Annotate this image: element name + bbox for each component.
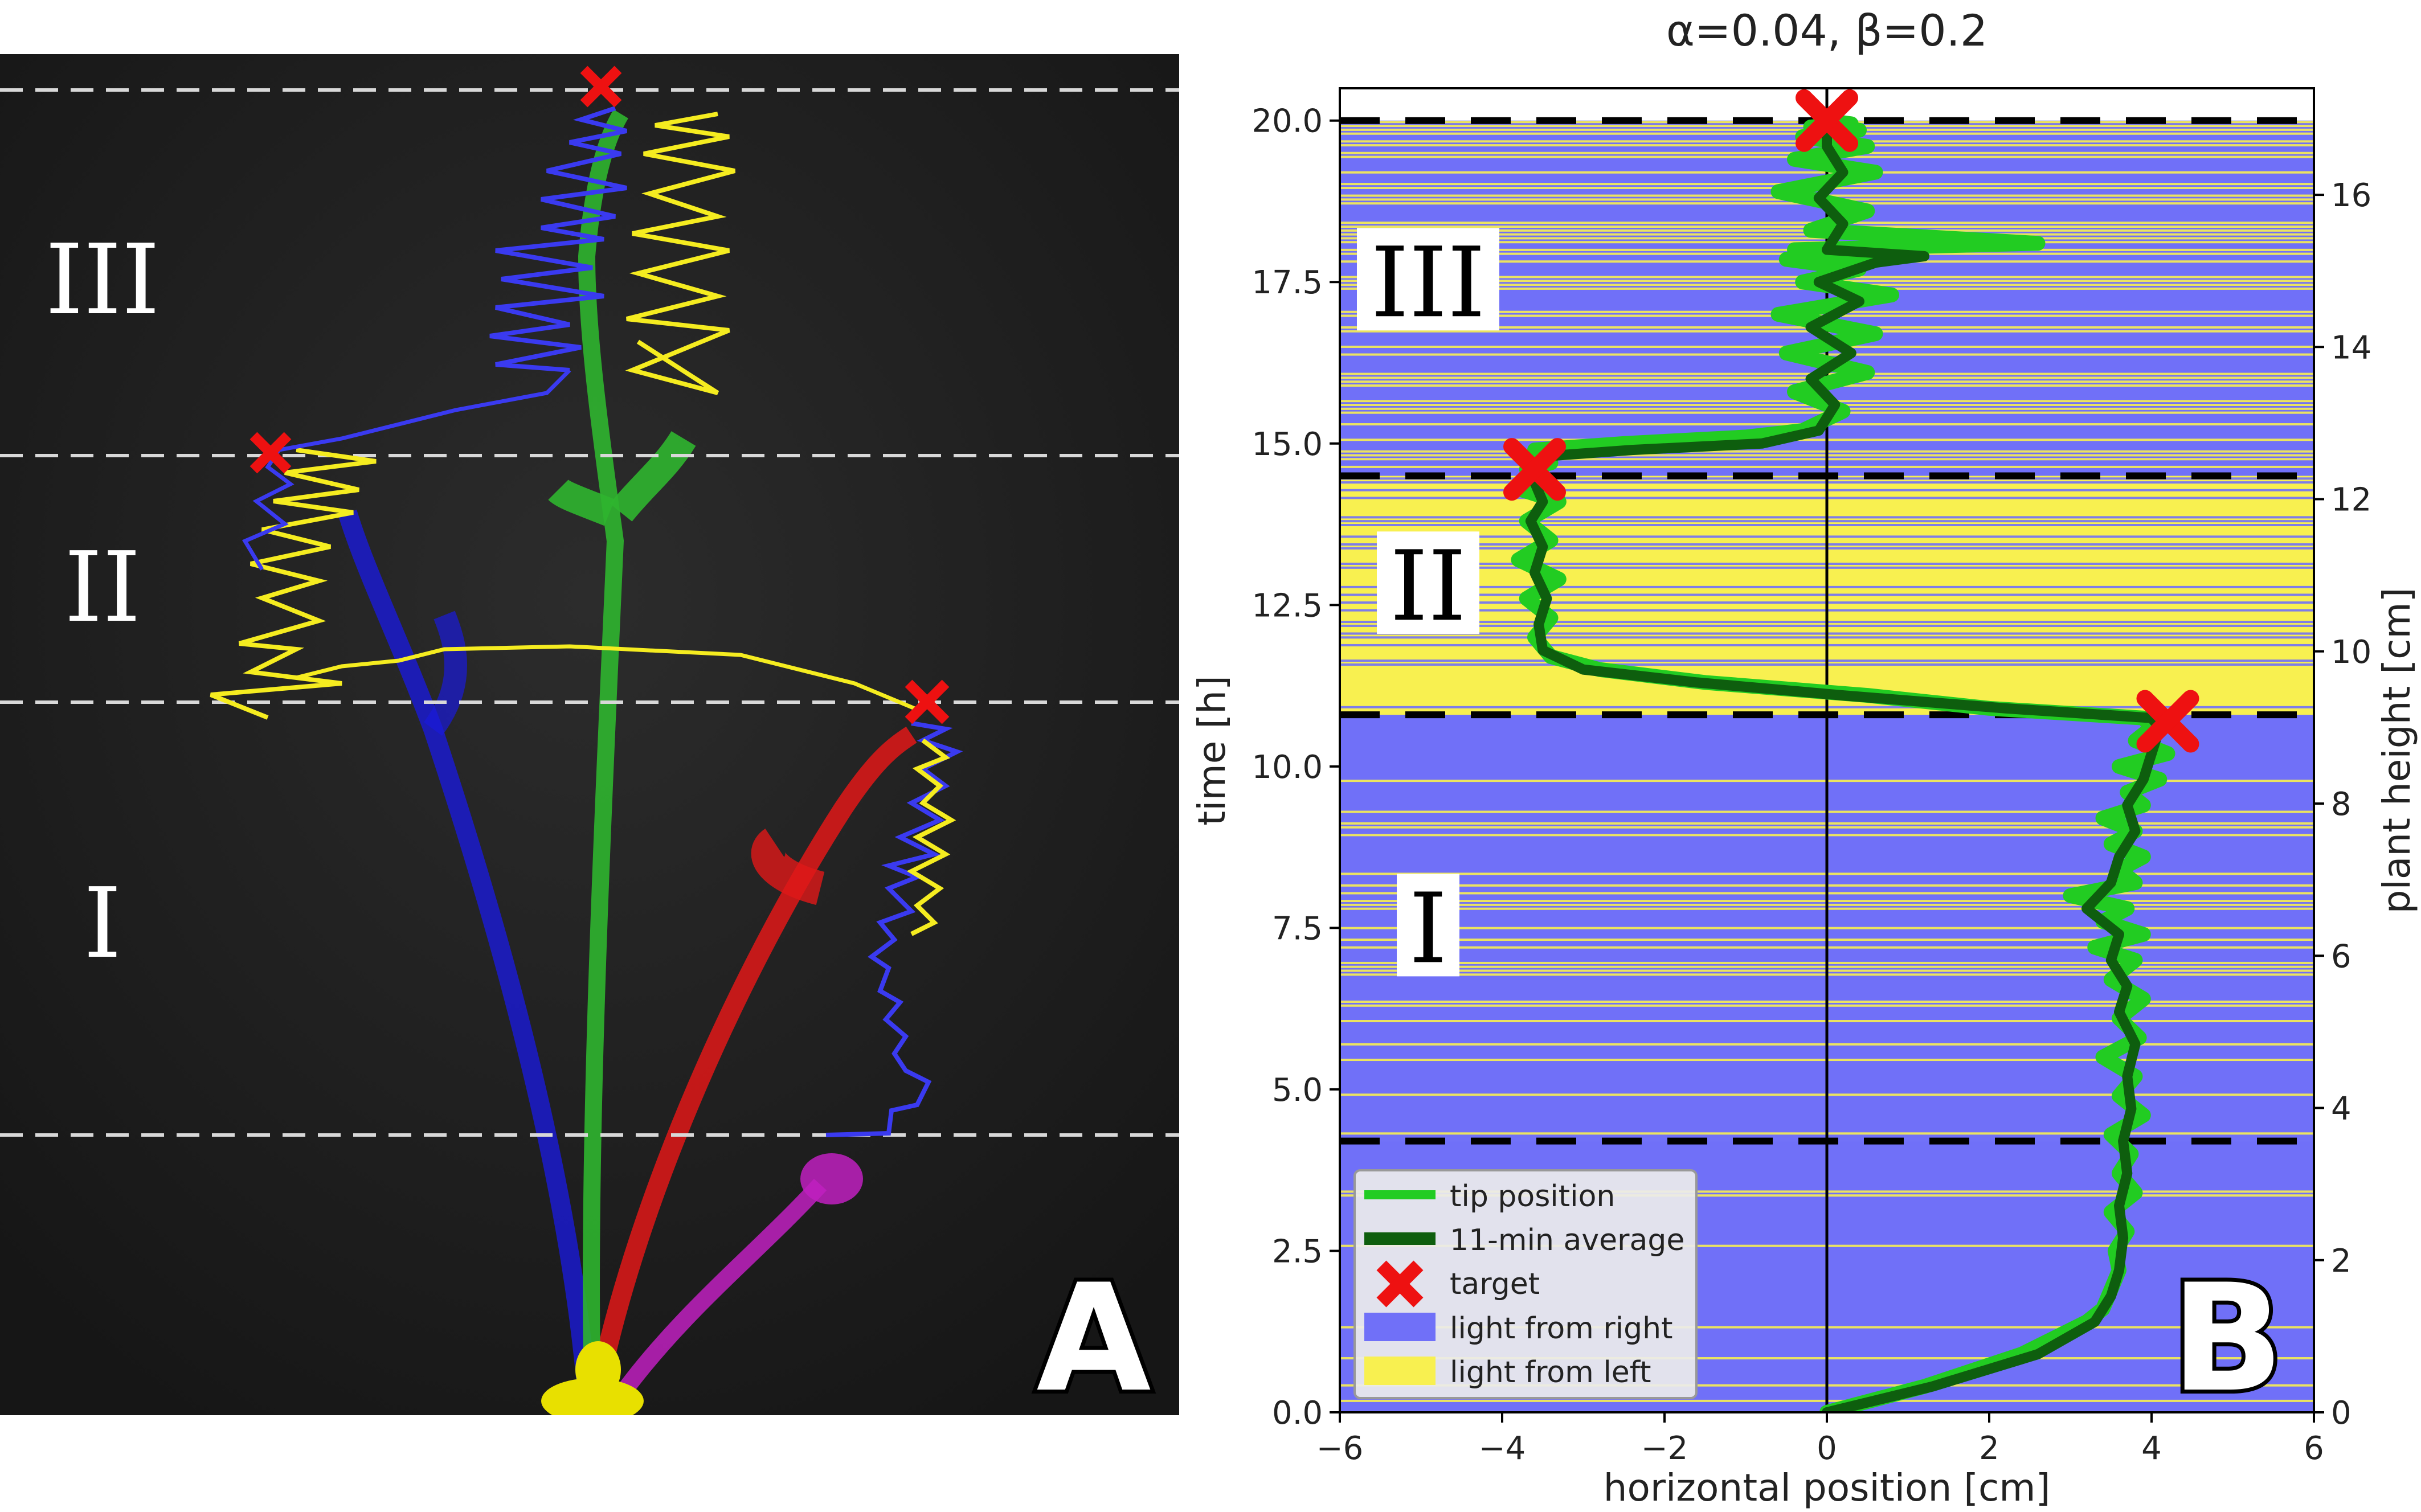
y2-tick-label: 10 xyxy=(2331,634,2371,671)
plant-blue-leaf xyxy=(423,610,467,736)
plant-green-leaf-left xyxy=(548,478,615,526)
y-tick-label: 12.5 xyxy=(1252,587,1323,624)
y2-tick-label: 2 xyxy=(2331,1243,2352,1280)
legend-swatch-light-right xyxy=(1364,1313,1436,1341)
y-tick-label: 10.0 xyxy=(1252,749,1323,786)
target-marker xyxy=(2136,690,2199,753)
chart-region-label: I xyxy=(1397,872,1459,985)
chart-region-label: III xyxy=(1357,227,1499,339)
photo-target-marker xyxy=(580,65,622,108)
y-tick-label: 0.0 xyxy=(1272,1395,1323,1432)
plant-blue-stem xyxy=(338,510,596,1391)
y-axis-label: time [h] xyxy=(1190,675,1234,825)
legend-swatch-target xyxy=(1376,1260,1424,1308)
x-tick-label: −4 xyxy=(1479,1430,1526,1467)
chart-region-label: II xyxy=(1377,530,1479,643)
chart-region-label-text: I xyxy=(1409,872,1447,985)
x-tick-label: −2 xyxy=(1641,1430,1688,1467)
y2-tick-label: 14 xyxy=(2331,329,2371,366)
x-tick-label: 4 xyxy=(2141,1430,2162,1467)
target-marker xyxy=(1503,438,1566,501)
y-tick-label: 15.0 xyxy=(1252,426,1323,463)
y-tick-label: 17.5 xyxy=(1252,264,1323,301)
x-axis-label: horizontal position [cm] xyxy=(1604,1466,2051,1510)
y2-tick-label: 6 xyxy=(2331,938,2352,975)
target-marker-stroke xyxy=(2136,690,2199,753)
y2-tick-label: 4 xyxy=(2331,1091,2352,1128)
chart-region-label-box xyxy=(1397,874,1459,977)
x-tick-label: −6 xyxy=(1316,1430,1364,1467)
photo-target-marker xyxy=(250,432,292,474)
x-tick-label: 0 xyxy=(1817,1430,1837,1467)
y2-tick-label: 0 xyxy=(2331,1395,2352,1432)
chart-region-label-box xyxy=(1357,228,1499,331)
legend: tip position 11-min average target light… xyxy=(1353,1169,1698,1399)
photo-trace-yellow-phase3 xyxy=(625,112,736,395)
photo-trace-blue-phase3 xyxy=(489,106,627,372)
y2-axis: 0 2 4 6 8 10 12 14 16 xyxy=(2314,177,2371,1432)
photo-trace-yellow-phase1 xyxy=(906,738,956,936)
photo-trace-blue-phase1 xyxy=(825,721,963,1137)
chart-region-label-text: III xyxy=(1371,227,1485,339)
photo-target-marker xyxy=(905,679,950,724)
x-axis: −6 −4 −2 0 2 4 6 xyxy=(1316,1412,2324,1467)
y-axis: 0.0 2.5 5.0 7.5 10.0 12.5 15.0 17.5 20.0 xyxy=(1252,103,1340,1432)
plant-red-stem xyxy=(588,726,917,1392)
legend-entry-light-right: light from right xyxy=(1450,1312,1673,1346)
x-tick-label: 2 xyxy=(1979,1430,1999,1467)
plant-green-leaf-right xyxy=(610,431,696,522)
legend-entry-target: target xyxy=(1450,1267,1540,1301)
legend-swatch-light-left xyxy=(1364,1357,1436,1385)
target-marker xyxy=(1796,89,1858,152)
y2-tick-label: 8 xyxy=(2331,786,2352,823)
photo-trace-blue-phase2 xyxy=(242,449,295,571)
series-11-min-average xyxy=(1525,115,2165,1412)
legend-entry-tip-position: tip position xyxy=(1450,1179,1615,1214)
plant-green-stem xyxy=(578,109,628,1390)
photo-region-label: II xyxy=(64,531,141,644)
y2-axis-label: plant height [cm] xyxy=(2375,588,2419,914)
chart-region-label-box xyxy=(1377,531,1479,634)
chart-region-label-text: II xyxy=(1390,530,1466,643)
x-tick-label: 6 xyxy=(2304,1430,2324,1467)
target-layer xyxy=(1503,89,2199,753)
y2-tick-label: 12 xyxy=(2331,482,2371,519)
panel-b-letter: B xyxy=(2171,1253,2284,1425)
photo-region-label: I xyxy=(83,867,121,980)
target-marker-stroke xyxy=(1503,438,1566,501)
panel-a-letter: A xyxy=(1036,1253,1152,1425)
y-tick-label: 5.0 xyxy=(1272,1072,1323,1109)
legend-entry-average: 11-min average xyxy=(1450,1223,1684,1257)
y2-tick-label: 16 xyxy=(2331,177,2371,214)
plant-magenta-stem xyxy=(614,1178,827,1400)
y-tick-label: 2.5 xyxy=(1272,1233,1323,1270)
photo-trace-blue-transition xyxy=(279,368,571,452)
plant-yellow-bud xyxy=(575,1341,621,1398)
panel-a-photo: III II I A xyxy=(0,54,1179,1425)
photo-region-label: III xyxy=(45,224,160,337)
plant-red-leaf xyxy=(751,829,825,905)
photo-trace-yellow-phase2 xyxy=(210,448,377,720)
target-marker-stroke xyxy=(1796,89,1858,152)
photo-trace-yellow-transition xyxy=(296,644,924,714)
legend-entry-light-left: light from left xyxy=(1450,1355,1651,1390)
chart-title: α=0.04, β=0.2 xyxy=(1666,5,1987,56)
y-tick-label: 20.0 xyxy=(1252,103,1323,140)
y-tick-label: 7.5 xyxy=(1272,910,1323,947)
legend-box xyxy=(1353,1169,1698,1399)
series-layer xyxy=(1511,113,2175,1412)
plant-magenta-head xyxy=(800,1153,863,1204)
